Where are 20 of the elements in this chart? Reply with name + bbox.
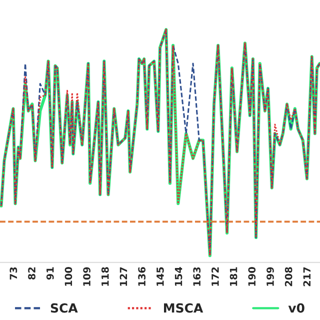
x-tick-label: 154 — [174, 267, 182, 286]
legend-label: MSCA — [164, 303, 204, 313]
x-tick-label: 199 — [266, 267, 274, 286]
legend-label: SCA — [50, 303, 78, 313]
x-tick-label: 109 — [83, 267, 90, 286]
x-tick-label: 118 — [101, 267, 109, 286]
x-tick-label: 208 — [284, 267, 292, 286]
x-tick-label: 217 — [303, 267, 310, 286]
x-tick-label: 163 — [193, 267, 201, 286]
x-tick-label: 172 — [212, 267, 219, 286]
x-tick-label: 82 — [28, 267, 36, 280]
x-tick-label: 127 — [120, 267, 128, 286]
x-tick-label: 136 — [138, 267, 146, 286]
x-tick-label: 190 — [248, 267, 256, 286]
legend-label: v0 — [288, 303, 304, 313]
x-tick-label: 73 — [10, 267, 18, 280]
x-tick-label: 145 — [156, 267, 164, 286]
x-tick-label: 100 — [64, 267, 72, 286]
x-tick-label: 181 — [230, 267, 238, 286]
x-tick-label: 91 — [46, 267, 54, 280]
